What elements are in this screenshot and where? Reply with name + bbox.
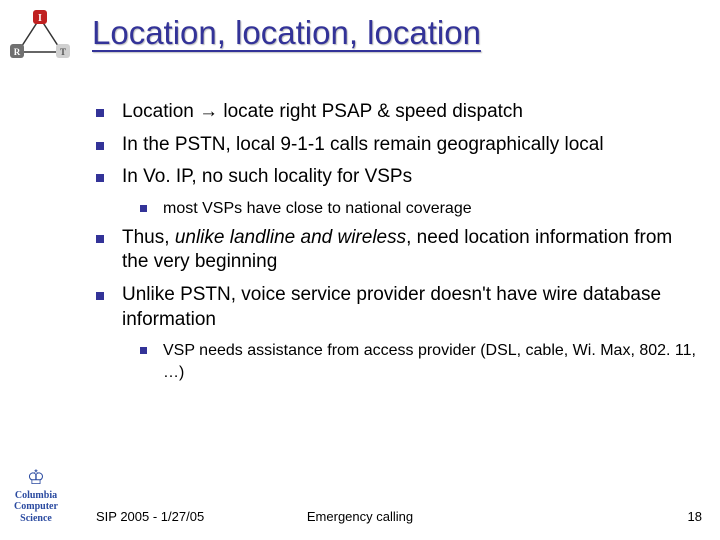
crown-icon: ♔	[6, 468, 66, 488]
bullet-marker	[96, 235, 104, 243]
bullet-item: In the PSTN, local 9-1-1 calls remain ge…	[96, 133, 696, 158]
sub-bullet-item: most VSPs have close to national coverag…	[140, 198, 696, 220]
bullet-marker	[140, 205, 147, 212]
footer-page-number: 18	[688, 509, 702, 524]
sub-bullet-item: VSP needs assistance from access provide…	[140, 340, 696, 383]
bullet-text: Thus, unlike landline and wireless, need…	[122, 226, 696, 275]
bullet-marker	[96, 142, 104, 150]
bullet-marker	[96, 174, 104, 182]
irt-triangle-logo: I R T	[8, 8, 72, 64]
bullet-item: In Vo. IP, no such locality for VSPs	[96, 165, 696, 190]
bullet-item: Location → locate right PSAP & speed dis…	[96, 100, 696, 125]
svg-text:I: I	[38, 13, 42, 24]
bullet-marker	[96, 109, 104, 117]
slide-title: Location, location, location	[92, 14, 481, 52]
bullet-marker	[140, 347, 147, 354]
bullet-marker	[96, 292, 104, 300]
bullet-text: Unlike PSTN, voice service provider does…	[122, 283, 696, 332]
bullet-text: VSP needs assistance from access provide…	[163, 340, 696, 383]
bullet-item: Thus, unlike landline and wireless, need…	[96, 226, 696, 275]
footer-center: Emergency calling	[0, 509, 720, 524]
bullet-text: In the PSTN, local 9-1-1 calls remain ge…	[122, 133, 604, 158]
slide-body: Location → locate right PSAP & speed dis…	[96, 100, 696, 390]
bullet-text: In Vo. IP, no such locality for VSPs	[122, 165, 412, 190]
bullet-item: Unlike PSTN, voice service provider does…	[96, 283, 696, 332]
bullet-text: most VSPs have close to national coverag…	[163, 198, 472, 220]
svg-text:R: R	[14, 47, 21, 57]
bullet-text: Location → locate right PSAP & speed dis…	[122, 100, 523, 125]
svg-text:T: T	[60, 47, 66, 57]
